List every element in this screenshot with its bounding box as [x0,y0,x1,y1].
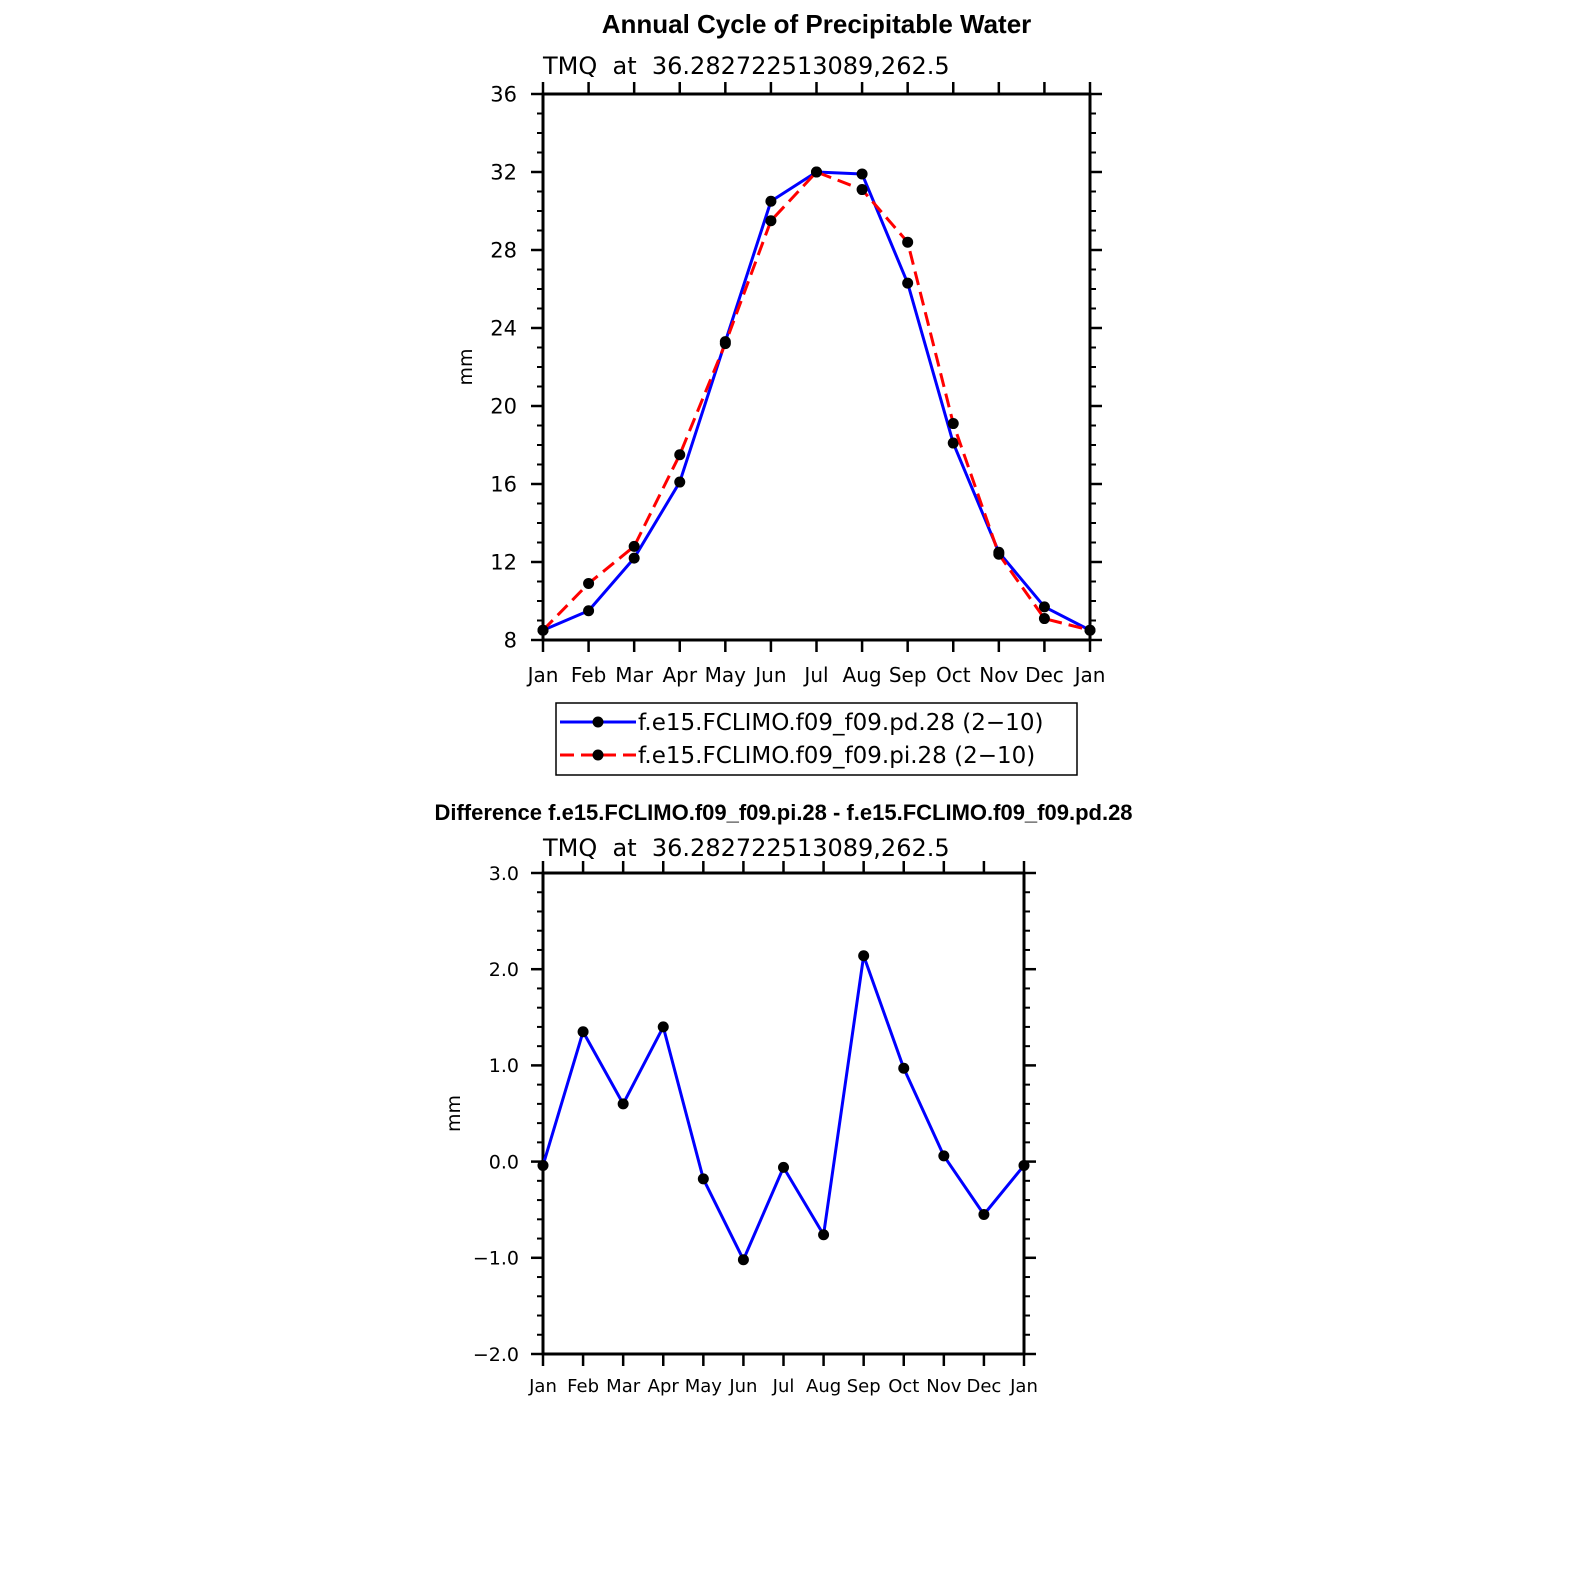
data-point [978,1209,990,1221]
x-tick-label: Mar [606,1376,641,1397]
legend-marker [592,716,604,728]
legend-marker [592,749,604,761]
x-tick-label: Jun [753,663,786,687]
data-point [856,168,868,180]
data-point [577,1026,589,1038]
data-point [537,624,549,636]
y-tick-label: 12 [490,551,517,575]
x-tick-label: Apr [662,663,697,687]
series-line [542,170,1091,632]
y-tick-label: 20 [490,395,517,419]
y-tick-label: 0.0 [489,1151,519,1173]
legend: f.e15.FCLIMO.f09_f09.pd.28 (2−10) f.e15.F… [555,702,1078,776]
chart-subtitle: TMQ at 36.282722513089,262.5 [542,52,950,80]
y-tick-label: −1.0 [473,1248,519,1270]
data-point [697,1173,709,1185]
x-tick-label: Dec [966,1376,1001,1397]
data-point [898,1062,910,1074]
data-point [778,1161,789,1173]
chart-subtitle: TMQ at 36.282722513089,262.5 [542,834,950,862]
x-tick-label: Mar [615,663,654,687]
data-point [765,195,777,207]
y-axis-label: mm [443,1095,465,1132]
x-tick-label: Aug [806,1376,841,1397]
x-tick-label: Sep [889,663,927,687]
x-tick-label: Jan [526,663,559,687]
x-tick-label: May [705,663,747,687]
data-point [1018,1159,1030,1171]
x-tick-label: Nov [979,663,1018,687]
y-tick-label: −2.0 [473,1344,519,1366]
difference-chart: Difference f.e15.FCLIMO.f09_f09.pi.28 - … [434,800,1132,1397]
annual-cycle-chart: Annual Cycle of Precipitable Water TMQ at… [455,9,1106,776]
x-tick-label: Jul [802,663,828,687]
y-tick-label: 16 [490,473,517,497]
data-point [583,577,595,589]
data-point [537,1159,549,1171]
x-tick-label: Oct [888,1376,919,1397]
x-tick-label: Feb [571,663,606,687]
data-point [811,166,822,178]
data-point [617,1098,629,1110]
data-point [628,552,640,564]
x-tick-label: Oct [936,663,971,687]
x-tick-label: Jan [528,1376,557,1397]
data-point [902,236,914,248]
data-point [1038,613,1050,625]
chart-title: Annual Cycle of Precipitable Water [602,9,1032,39]
legend-label: f.e15.FCLIMO.f09_f09.pi.28 (2−10) [638,743,1035,769]
y-tick-label: 24 [490,317,517,341]
series-1 [537,166,1096,636]
x-tick-label: Feb [567,1376,599,1397]
data-point [947,418,959,430]
x-tick-label: Dec [1025,663,1064,687]
chart-title: Difference f.e15.FCLIMO.f09_f09.pi.28 - … [434,800,1132,825]
data-point [674,476,686,488]
data-point [765,215,777,227]
data-point [674,449,686,461]
y-tick-label: 3.0 [489,863,519,885]
data-point [657,1021,669,1033]
data-point [938,1150,950,1162]
x-tick-label: Jan [1073,663,1106,687]
data-point [856,184,868,196]
data-point [902,277,914,289]
y-tick-label: 8 [504,629,517,653]
series-0 [537,166,1096,636]
y-tick-label: 2.0 [489,959,519,981]
data-point [858,950,870,962]
data-point [818,1229,830,1241]
y-tick-label: 32 [490,161,517,185]
y-tick-label: 28 [490,239,517,263]
legend-label: f.e15.FCLIMO.f09_f09.pd.28 (2−10) [638,710,1043,736]
x-tick-label: Aug [843,663,882,687]
plot-frame [541,871,1026,1356]
x-tick-label: Jul [772,1376,795,1397]
data-point [1084,624,1096,636]
series-0 [537,950,1030,1266]
data-point [719,338,731,350]
data-point [628,540,640,552]
series-line [541,954,1026,1262]
legend-box [555,702,1078,776]
data-point [583,605,595,617]
x-tick-label: May [685,1376,723,1397]
data-point [737,1254,749,1266]
y-tick-label: 36 [490,83,517,107]
y-tick-label: 1.0 [489,1055,519,1077]
y-axis-label: mm [455,348,477,385]
data-point [1038,601,1050,613]
data-point [993,548,1005,560]
x-tick-label: Jun [728,1376,757,1397]
data-point [947,437,959,449]
x-tick-label: Jan [1009,1376,1038,1397]
x-tick-label: Apr [648,1376,680,1397]
x-tick-label: Sep [847,1376,881,1397]
x-tick-label: Nov [926,1376,961,1397]
